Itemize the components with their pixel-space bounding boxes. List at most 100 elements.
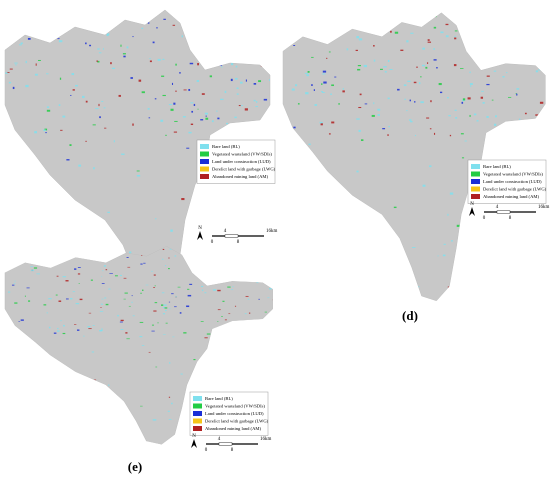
patch	[253, 276, 256, 278]
patch	[418, 82, 421, 85]
patch	[97, 48, 100, 50]
patch	[163, 18, 166, 20]
patch	[527, 133, 529, 136]
patch	[221, 316, 223, 317]
patch	[226, 122, 229, 125]
patch	[5, 319, 7, 321]
patch	[524, 112, 527, 115]
patch	[24, 240, 29, 243]
patch	[264, 311, 268, 313]
patch	[369, 31, 373, 34]
patch	[189, 62, 194, 65]
patch	[66, 159, 70, 161]
patch	[123, 55, 126, 58]
patch	[200, 119, 204, 121]
patch	[248, 228, 252, 230]
patch	[188, 131, 192, 134]
patch	[242, 30, 245, 32]
legend-label: Bare land (BL)	[205, 396, 233, 401]
patch	[255, 263, 259, 265]
patch	[35, 63, 37, 66]
patch	[24, 295, 26, 297]
patch	[523, 54, 526, 57]
patch	[75, 303, 80, 305]
patch	[442, 254, 446, 257]
patch	[119, 274, 122, 277]
patch	[429, 128, 432, 130]
patch	[140, 405, 143, 407]
patch	[39, 376, 41, 377]
patch	[467, 97, 471, 100]
patch	[93, 167, 95, 170]
patch	[102, 48, 104, 50]
patch	[183, 332, 187, 334]
patch	[247, 265, 251, 267]
patch	[232, 286, 235, 288]
patch	[504, 125, 507, 128]
patch	[153, 274, 156, 276]
patch	[234, 116, 237, 119]
patch	[373, 102, 375, 105]
patch	[413, 81, 417, 84]
patch	[62, 332, 66, 335]
patch	[506, 48, 510, 50]
patch	[17, 398, 21, 400]
patch	[486, 83, 490, 86]
patch	[257, 123, 260, 125]
patch	[87, 326, 91, 328]
patch	[62, 276, 66, 278]
patch	[72, 291, 76, 293]
patch	[101, 253, 103, 255]
patch	[380, 68, 383, 70]
patch	[128, 5, 129, 6]
patch	[26, 287, 30, 289]
patch	[105, 303, 109, 306]
patch	[106, 438, 108, 440]
patch	[253, 99, 256, 102]
patch	[222, 300, 225, 302]
patch	[236, 93, 239, 95]
patch	[132, 123, 134, 126]
patch	[168, 396, 171, 398]
patch	[82, 95, 85, 99]
patch	[104, 127, 107, 129]
patch	[236, 23, 239, 26]
patch	[126, 338, 130, 340]
patch	[140, 292, 142, 294]
patch	[206, 333, 211, 335]
patch	[124, 432, 126, 434]
patch	[152, 419, 157, 421]
patch	[18, 370, 21, 372]
patch	[293, 126, 296, 129]
patch	[497, 40, 501, 43]
patch	[346, 48, 349, 51]
patch	[33, 444, 37, 445]
patch	[314, 104, 318, 106]
patch	[296, 180, 299, 183]
north-label: N	[198, 226, 202, 231]
patch	[383, 66, 387, 68]
patch	[539, 101, 544, 104]
patch	[260, 319, 263, 321]
patch	[151, 330, 155, 332]
patch	[37, 32, 39, 35]
patch	[77, 267, 81, 268]
patch	[244, 108, 248, 111]
patch	[440, 31, 444, 34]
patch	[268, 10, 270, 13]
patch	[190, 123, 194, 126]
patch	[469, 71, 471, 74]
patch	[34, 131, 37, 134]
north-label: N	[470, 202, 474, 207]
patch	[50, 15, 53, 18]
patch	[17, 429, 21, 431]
patch	[119, 321, 123, 323]
patch	[414, 134, 417, 137]
patch	[107, 211, 110, 213]
patch	[430, 9, 431, 11]
patch	[543, 22, 546, 25]
patch	[92, 124, 96, 126]
patch	[238, 256, 241, 258]
patch	[263, 98, 268, 101]
patch	[473, 113, 477, 116]
